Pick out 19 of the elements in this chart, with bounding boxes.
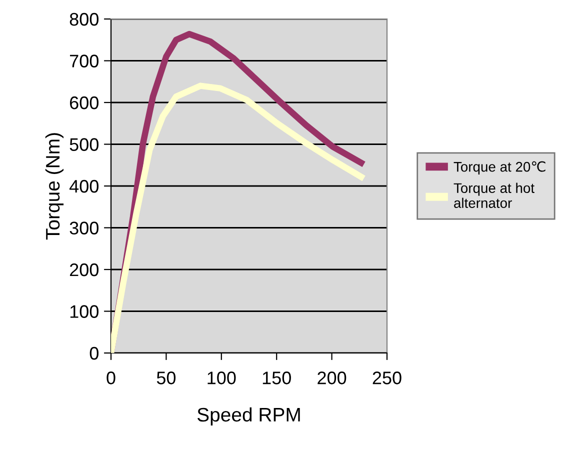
y-tick-label: 800 xyxy=(70,12,98,26)
y-tick-label: 100 xyxy=(70,305,98,318)
legend-label: Torque at 20℃ xyxy=(454,161,546,174)
y-tick-label: 300 xyxy=(70,222,98,234)
x-tick-label: 200 xyxy=(318,372,346,384)
y-tick-label: 500 xyxy=(70,138,98,151)
x-tick-label: 100 xyxy=(208,372,236,384)
x-tick-label: 0 xyxy=(106,372,116,384)
x-tick-label: 150 xyxy=(262,372,291,384)
y-tick-label: 200 xyxy=(70,263,98,276)
x-tick-label: 250 xyxy=(372,372,402,384)
x-tick-label: 50 xyxy=(156,372,176,384)
y-tick-label: 600 xyxy=(70,96,98,110)
y-axis-title: Torque (Nm) xyxy=(45,133,64,240)
y-tick-label: 700 xyxy=(70,54,98,68)
legend-label: Torque at hot alternator xyxy=(454,182,534,208)
y-tick-label: 400 xyxy=(69,180,98,193)
y-tick-label: 0 xyxy=(90,346,98,360)
x-axis-title: Speed RPM xyxy=(197,407,300,426)
